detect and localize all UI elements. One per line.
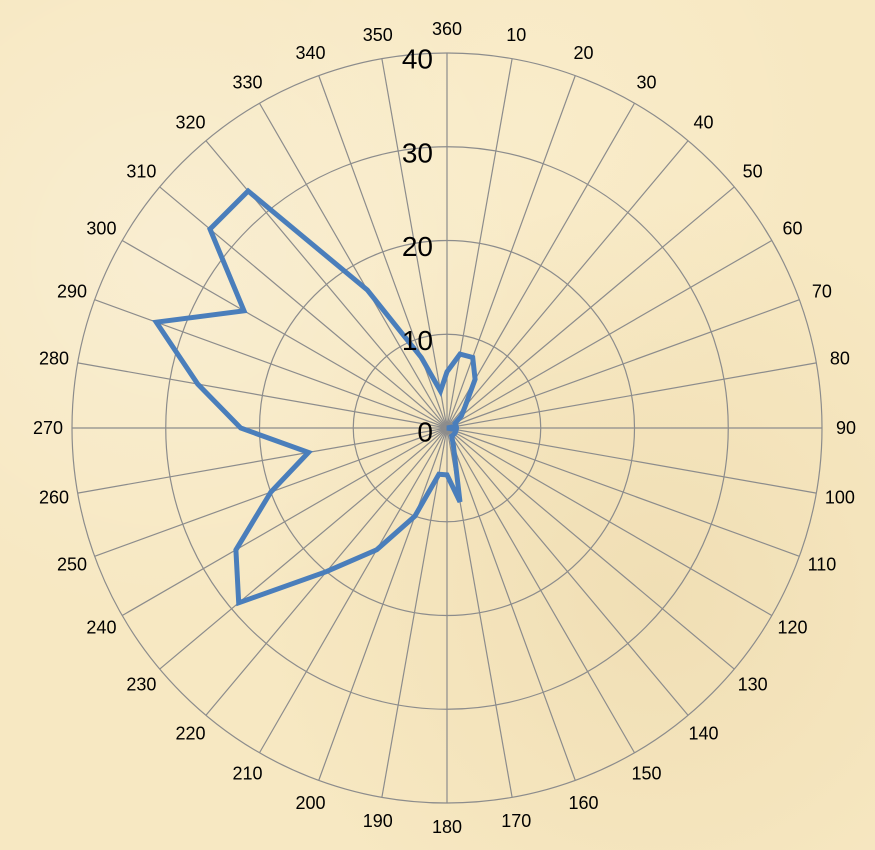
spoke-110	[446, 427, 800, 557]
spoke-190	[381, 427, 448, 798]
angle-label-170: 170	[501, 811, 531, 831]
radial-tick-label-30: 30	[402, 137, 433, 168]
angle-label-190: 190	[363, 811, 393, 831]
spoke-260	[77, 427, 448, 494]
angle-label-220: 220	[176, 724, 206, 744]
angle-label-120: 120	[778, 618, 808, 638]
angle-label-280: 280	[39, 349, 69, 369]
spoke-20	[446, 75, 576, 429]
spoke-100	[446, 427, 817, 494]
angle-label-320: 320	[176, 112, 206, 132]
spoke-140	[446, 427, 689, 716]
radial-tick-label-20: 20	[402, 231, 433, 262]
angle-label-60: 60	[783, 219, 803, 239]
angle-label-100: 100	[825, 487, 855, 507]
spoke-330	[258, 102, 448, 429]
angle-label-240: 240	[86, 618, 116, 638]
spoke-130	[446, 427, 735, 670]
angle-label-330: 330	[232, 72, 262, 92]
radial-tick-label-10: 10	[402, 325, 433, 356]
angle-label-230: 230	[126, 674, 156, 694]
angle-label-40: 40	[693, 112, 713, 132]
spoke-150	[446, 427, 636, 754]
angle-label-160: 160	[568, 793, 598, 813]
angle-label-210: 210	[232, 764, 262, 784]
spoke-60	[446, 239, 773, 429]
spoke-80	[446, 362, 817, 429]
angle-label-150: 150	[631, 764, 661, 784]
angle-label-80: 80	[830, 349, 850, 369]
grid-layer	[71, 52, 823, 804]
angle-label-140: 140	[688, 724, 718, 744]
spoke-240	[121, 427, 448, 617]
spoke-50	[446, 186, 735, 429]
angle-label-340: 340	[296, 43, 326, 63]
angle-label-10: 10	[506, 25, 526, 45]
spoke-320	[205, 140, 448, 429]
spoke-30	[446, 102, 636, 429]
spoke-350	[381, 58, 448, 429]
angle-label-90: 90	[836, 418, 856, 438]
spoke-40	[446, 140, 689, 429]
angle-label-30: 30	[636, 72, 656, 92]
angle-label-250: 250	[57, 554, 87, 574]
angle-label-310: 310	[126, 162, 156, 182]
spoke-120	[446, 427, 773, 617]
series-layer	[151, 187, 478, 607]
angle-label-130: 130	[738, 674, 768, 694]
spoke-160	[446, 427, 576, 781]
spoke-230	[159, 427, 448, 670]
spoke-290	[94, 299, 448, 429]
spoke-310	[159, 186, 448, 429]
angle-label-260: 260	[39, 487, 69, 507]
angle-label-180: 180	[432, 817, 462, 837]
label-layer: 360 1020304050607080901001101201301401501…	[33, 19, 856, 837]
spoke-280	[77, 362, 448, 429]
angle-label-300: 300	[86, 219, 116, 239]
spoke-10	[446, 58, 513, 429]
spoke-70	[446, 299, 800, 429]
angle-label-360: 360	[432, 19, 462, 39]
angle-label-290: 290	[57, 282, 87, 302]
angle-label-350: 350	[363, 25, 393, 45]
angle-label-270: 270	[33, 418, 63, 438]
radial-tick-label-40: 40	[402, 44, 433, 75]
spoke-210	[258, 427, 448, 754]
angle-label-110: 110	[808, 554, 837, 574]
angle-label-70: 70	[812, 282, 832, 302]
spoke-300	[121, 239, 448, 429]
angle-label-50: 50	[743, 162, 763, 182]
spoke-200	[318, 427, 448, 781]
angle-label-200: 200	[296, 793, 326, 813]
angle-label-20: 20	[573, 43, 593, 63]
radial-tick-label-0: 0	[417, 417, 433, 448]
